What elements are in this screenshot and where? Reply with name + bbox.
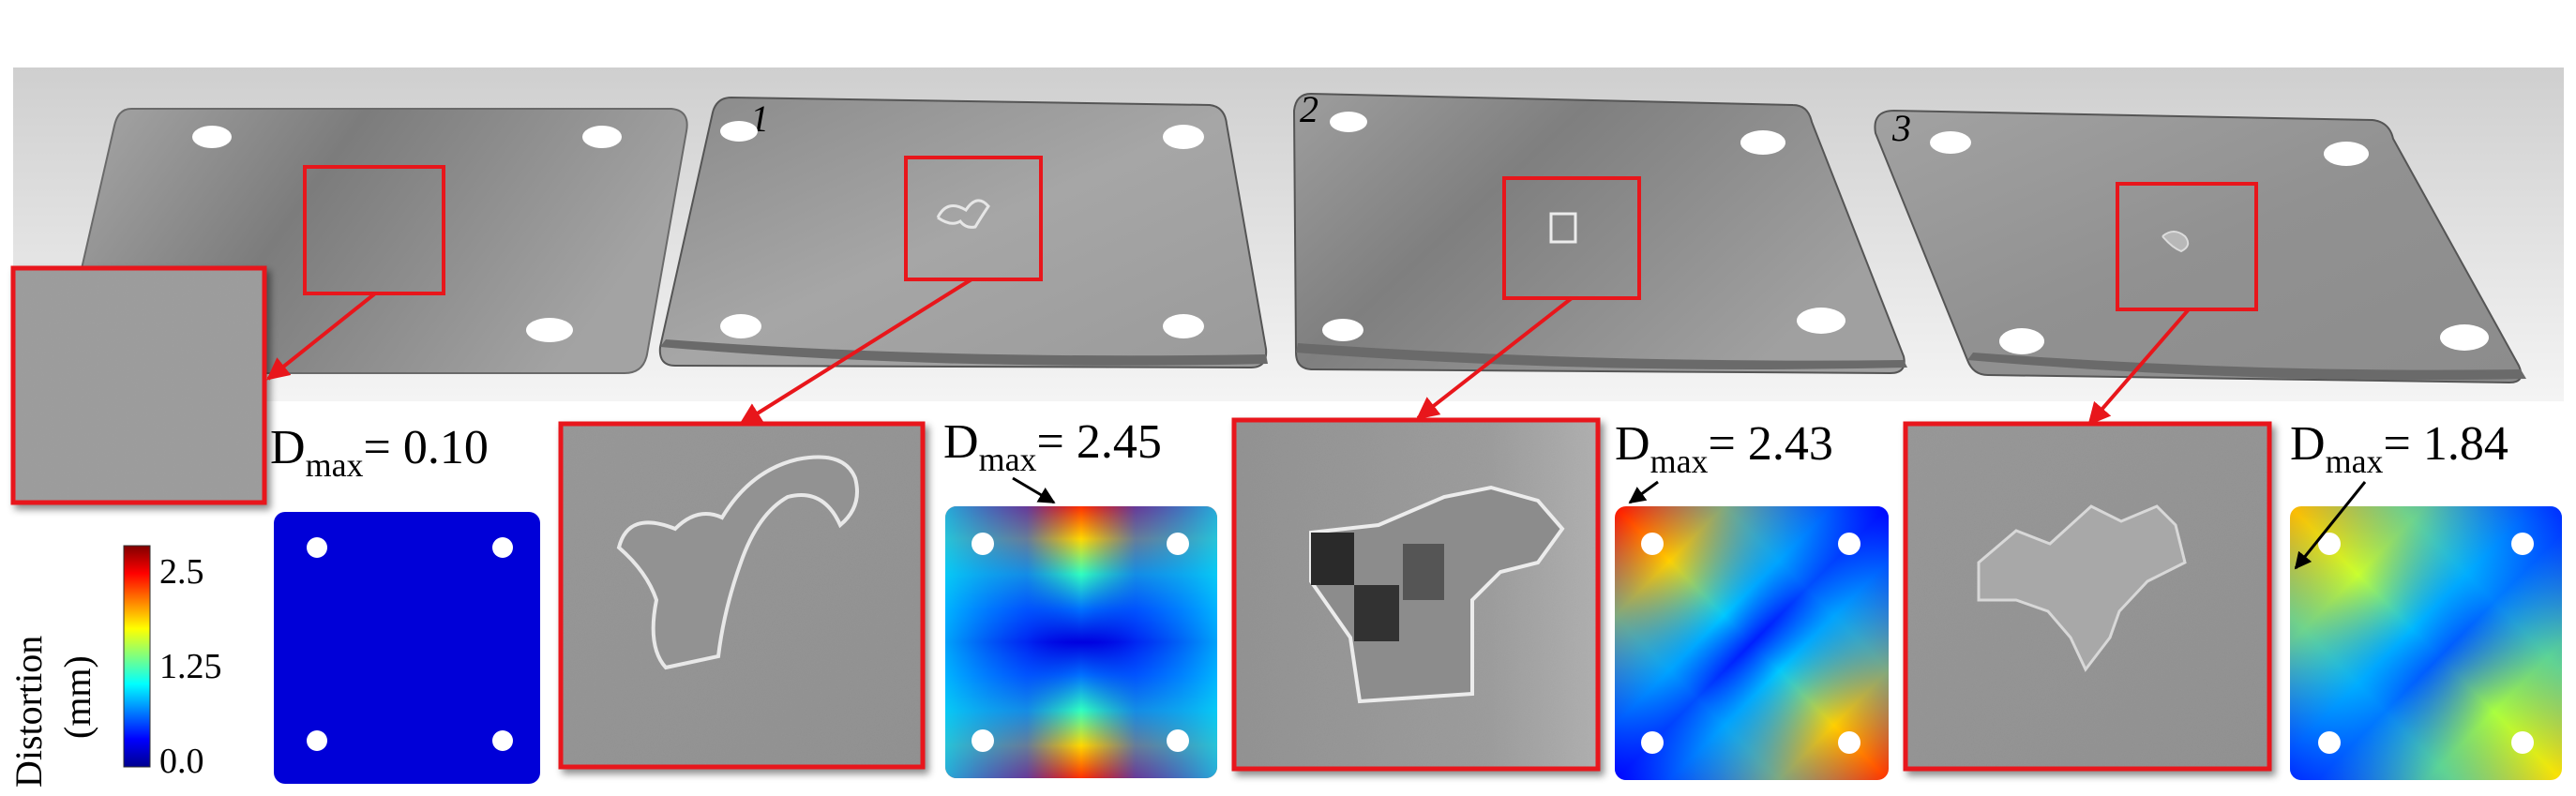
dmax-value: = 2.43 <box>1709 417 1833 471</box>
dmax-symbol: D <box>943 415 979 469</box>
heatmap-control <box>274 512 540 784</box>
dmax-value: = 0.10 <box>364 421 489 474</box>
plate-1-highlight-box <box>904 156 1043 281</box>
dmax-subscript: max <box>306 446 364 484</box>
dmax-arrow-2 <box>1628 480 1659 504</box>
colorbar-tick-mid: 1.25 <box>159 647 222 686</box>
svg-text:Dmax= 2.43: Dmax= 2.43 <box>1615 417 1833 480</box>
colorbar-tick-min: 0.0 <box>159 742 204 781</box>
dmax-symbol: D <box>1615 417 1650 471</box>
dmax-label-1: Dmax= 2.45 <box>943 415 1162 504</box>
dmax-subscript: max <box>979 441 1037 478</box>
heatmap-2 <box>1615 506 1889 780</box>
zoom-inset-2 <box>1231 417 1601 772</box>
heatmap-3 <box>2290 506 2562 780</box>
colorbar-scale <box>123 545 151 768</box>
zoom-inset-1 <box>558 421 926 770</box>
dmax-value: = 2.45 <box>1037 415 1162 469</box>
svg-text:Dmax= 2.45: Dmax= 2.45 <box>943 415 1162 478</box>
dmax-symbol: D <box>270 421 306 474</box>
colorbar-title-line2: (mm) <box>56 655 98 739</box>
dmax-label-control: Dmax= 0.10 <box>270 421 489 484</box>
dmax-label-2: Dmax= 2.43 <box>1615 417 1833 504</box>
heatmap-1 <box>945 506 1217 778</box>
plate-2: 2 <box>1292 88 1907 375</box>
colorbar-title-line1: Distortion <box>8 636 50 788</box>
dmax-value: = 1.84 <box>2384 417 2508 471</box>
dmax-label-3: Dmax= 1.84 <box>2290 417 2508 570</box>
colorbar: 2.5 1.25 0.0 Distortion (mm) <box>8 545 222 788</box>
plate-2-label: 2 <box>1300 88 1318 130</box>
plate-3-label: 3 <box>1891 107 1911 149</box>
photo-strip: 1 2 3 <box>13 68 2564 401</box>
dmax-arrow-3 <box>2294 481 2367 570</box>
dmax-arrow-1 <box>1012 476 1056 504</box>
zoom-arrow-3 <box>2087 308 2191 426</box>
colorbar-tick-max: 2.5 <box>159 552 204 592</box>
zoom-inset-3 <box>1903 421 2272 772</box>
zoom-arrow-control <box>266 292 377 381</box>
svg-text:Dmax= 0.10: Dmax= 0.10 <box>270 421 489 484</box>
zoom-arrow-2 <box>1416 296 1574 420</box>
svg-text:Dmax= 1.84: Dmax= 1.84 <box>2290 417 2508 480</box>
dmax-symbol: D <box>2290 417 2326 471</box>
plate-3: 3 <box>1874 107 2526 384</box>
zoom-arrow-1 <box>738 278 973 426</box>
dmax-subscript: max <box>2326 443 2384 480</box>
dmax-subscript: max <box>1650 443 1709 480</box>
plate-1: 1 <box>658 96 1268 369</box>
zoom-inset-control <box>10 265 267 505</box>
